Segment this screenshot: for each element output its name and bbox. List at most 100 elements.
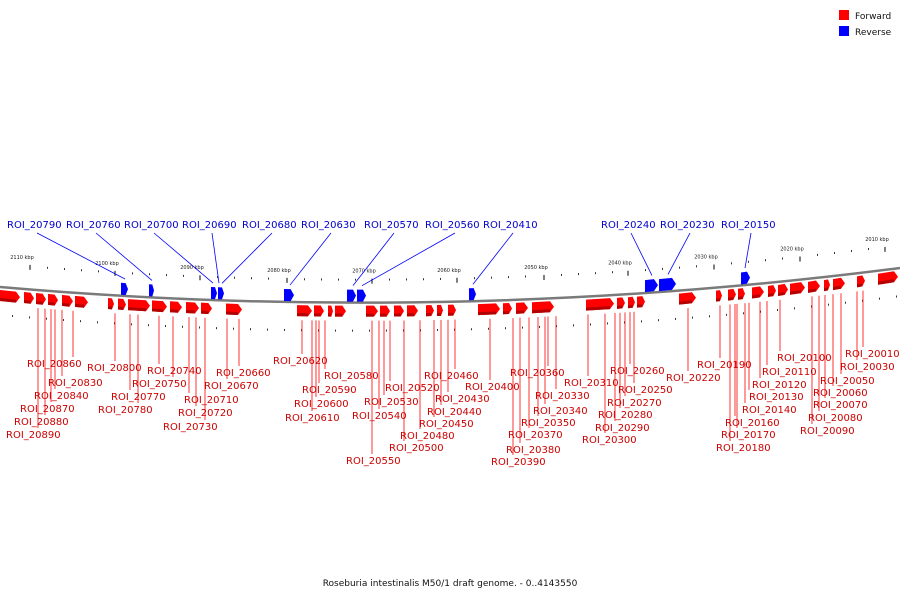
- forward-gene-label: ROI_20530: [364, 397, 419, 408]
- forward-gene-shade: [328, 313, 332, 317]
- scale-minor-tick: [696, 265, 697, 268]
- reverse-gene-arrow: [357, 289, 366, 302]
- forward-gene-shade: [62, 302, 70, 307]
- scale-minor-tick: [679, 266, 680, 269]
- reverse-leader-line: [289, 232, 332, 286]
- reverse-gene-label: ROI_20680: [242, 220, 297, 231]
- lower-ruler-dot: [318, 329, 319, 332]
- forward-gene-label: ROI_20030: [840, 362, 895, 373]
- scale-ticks: [12, 246, 897, 332]
- scale-minor-tick: [149, 273, 150, 276]
- reverse-leader-line: [153, 232, 214, 284]
- scale-minor-tick: [595, 272, 596, 275]
- lower-ruler-dot: [811, 305, 812, 308]
- reverse-leader-line: [95, 232, 153, 281]
- scale-minor-tick: [166, 274, 167, 277]
- lower-ruler-dot: [29, 316, 30, 319]
- forward-gene-label: ROI_20880: [14, 417, 69, 428]
- forward-gene-label: ROI_20770: [111, 392, 166, 403]
- forward-gene-label: ROI_20080: [808, 413, 863, 424]
- lower-ruler-dot: [488, 327, 489, 330]
- forward-gene-shade: [790, 290, 801, 295]
- forward-genes: [0, 271, 898, 317]
- lower-ruler-dot: [301, 329, 302, 332]
- forward-gene-shade: [878, 279, 894, 285]
- scale-minor-tick: [132, 272, 133, 275]
- forward-gene-shade: [532, 309, 550, 314]
- scale-minor-tick: [491, 276, 492, 279]
- forward-gene-shade: [48, 301, 55, 306]
- lower-ruler-dot: [539, 325, 540, 328]
- legend-reverse-swatch: [839, 26, 849, 36]
- lower-ruler-dot: [369, 329, 370, 332]
- forward-gene-shade: [118, 306, 124, 311]
- scale-tick-label: 2080 kbp: [267, 268, 291, 274]
- lower-ruler-dot: [216, 327, 217, 330]
- forward-gene-label: ROI_20220: [666, 373, 721, 384]
- forward-gene-label: ROI_20010: [845, 349, 900, 360]
- forward-gene-label: ROI_20350: [521, 418, 576, 429]
- lower-ruler-dot: [777, 309, 778, 312]
- legend-forward: Forward: [839, 10, 891, 22]
- scale-minor-tick: [423, 278, 424, 281]
- lower-ruler-dot: [828, 303, 829, 306]
- reverse-label-leaders: [36, 232, 752, 287]
- forward-gene-shade: [170, 309, 178, 313]
- forward-gene-label: ROI_20260: [610, 366, 665, 377]
- legend-reverse-label: Reverse: [855, 28, 892, 38]
- forward-gene-shade: [738, 296, 743, 300]
- forward-gene-shade: [394, 313, 401, 317]
- reverse-gene-label: ROI_20690: [182, 220, 237, 231]
- forward-gene-shade: [426, 313, 432, 317]
- scale-minor-tick: [817, 253, 818, 256]
- lower-ruler-dot: [471, 328, 472, 331]
- reverse-gene-arrow: [218, 287, 224, 300]
- lower-ruler-dot: [97, 321, 98, 324]
- lower-ruler-dot: [692, 316, 693, 319]
- forward-gene-shade: [36, 300, 43, 305]
- lower-ruler-dot: [624, 321, 625, 324]
- lower-ruler-dot: [845, 301, 846, 304]
- forward-gene-label: ROI_20280: [598, 410, 653, 421]
- lower-ruler-dot: [743, 312, 744, 315]
- scale-minor-tick: [338, 278, 339, 281]
- forward-gene-label: ROI_20340: [533, 406, 588, 417]
- scale-minor-tick: [662, 267, 663, 270]
- forward-gene-shade: [314, 313, 321, 317]
- scale-minor-tick: [645, 269, 646, 272]
- forward-gene-label: ROI_20660: [216, 368, 271, 379]
- lower-ruler-dot: [437, 329, 438, 332]
- scale-minor-tick: [851, 250, 852, 253]
- scale-tick-label: 2060 kbp: [437, 268, 461, 274]
- reverse-leader-line: [221, 232, 273, 284]
- forward-gene-label: ROI_20270: [607, 398, 662, 409]
- lower-ruler-dot: [165, 325, 166, 328]
- reverse-leader-line: [667, 232, 691, 275]
- scale-minor-tick: [508, 276, 509, 279]
- forward-gene-label: ROI_20620: [273, 356, 328, 367]
- forward-gene-label: ROI_20330: [535, 391, 590, 402]
- lower-ruler-dot: [233, 327, 234, 330]
- scale-minor-tick: [234, 276, 235, 279]
- forward-gene-shade: [380, 313, 387, 317]
- genome-caption: Roseburia intestinalis M50/1 draft genom…: [322, 579, 578, 589]
- forward-gene-shade: [516, 310, 524, 314]
- lower-ruler-dot: [267, 328, 268, 331]
- forward-gene-label: ROI_20710: [184, 395, 239, 406]
- reverse-gene-label: ROI_20150: [721, 220, 776, 231]
- forward-gene-label: ROI_20600: [294, 399, 349, 410]
- scale-minor-tick: [748, 260, 749, 263]
- reverse-leader-line: [472, 232, 514, 285]
- scale-minor-tick: [406, 278, 407, 281]
- forward-gene-label: ROI_20610: [285, 413, 340, 424]
- forward-gene-label: ROI_20190: [697, 360, 752, 371]
- forward-gene-shade: [728, 296, 734, 301]
- forward-gene-label: ROI_20670: [204, 381, 259, 392]
- scale-tick-label: 2010 kbp: [865, 237, 889, 243]
- scale-minor-tick: [389, 278, 390, 281]
- forward-gene-label: ROI_20480: [400, 431, 455, 442]
- forward-gene-label: ROI_20140: [742, 405, 797, 416]
- forward-gene-shade: [857, 283, 863, 288]
- reverse-gene-arrow: [469, 288, 476, 301]
